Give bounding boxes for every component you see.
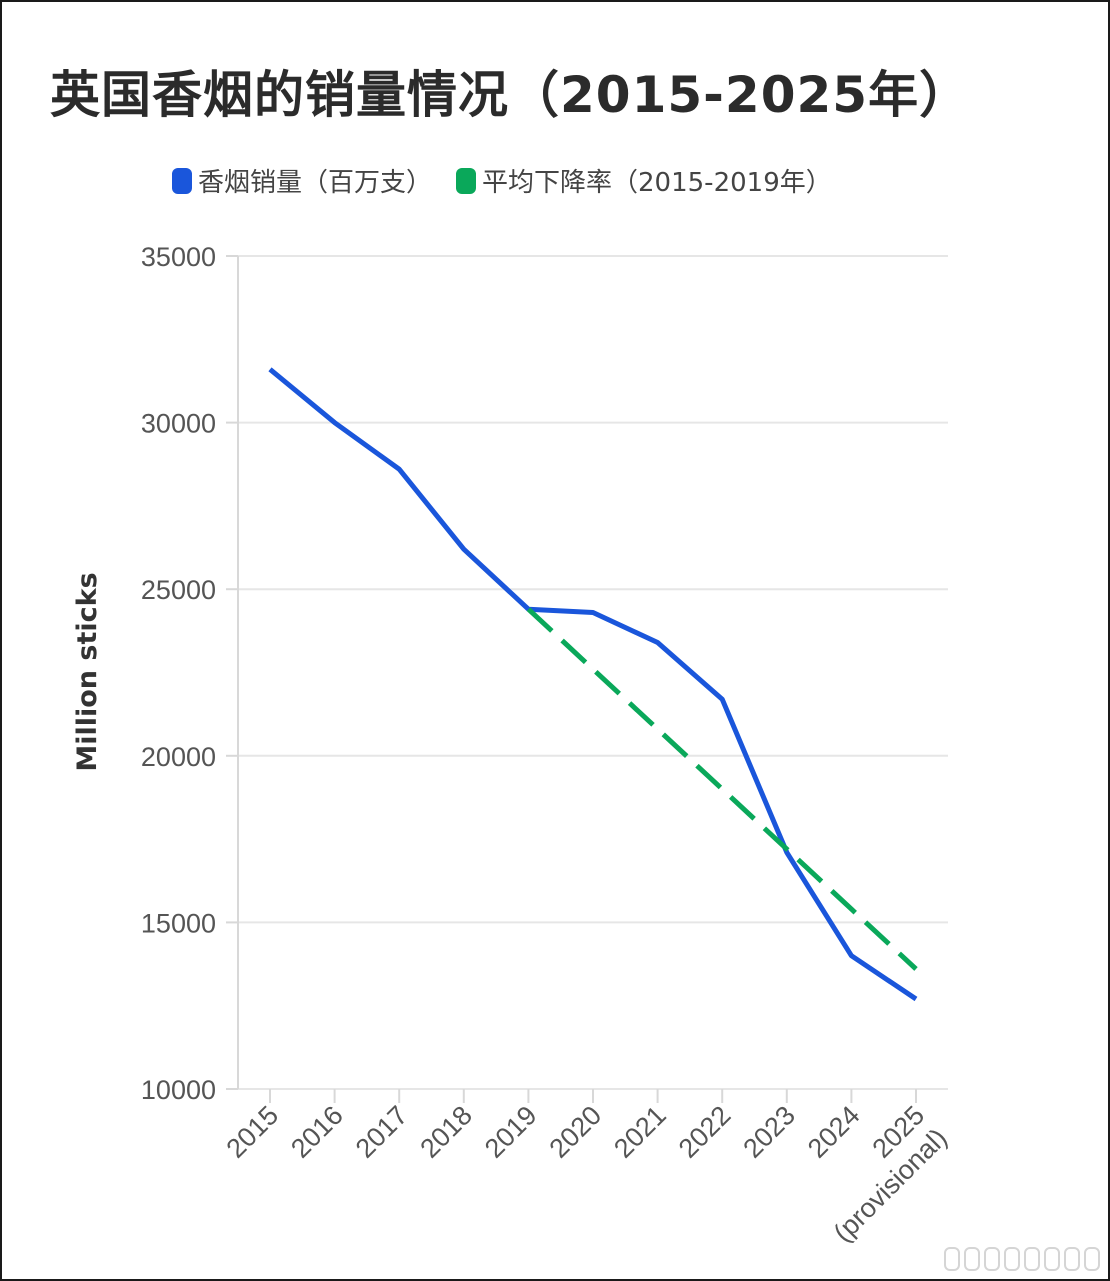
watermark-icon (944, 1247, 1100, 1271)
y-tick-label: 35000 (141, 242, 216, 272)
legend: 香烟销量（百万支） 平均下降率（2015-2019年） (172, 162, 832, 199)
legend-label-avg-decline: 平均下降率（2015-2019年） (482, 168, 832, 198)
x-tick-label: 2018 (414, 1100, 478, 1164)
legend-swatch-avg-decline (456, 167, 477, 194)
series-line-sales (268, 367, 918, 1002)
y-axis-title: Million sticks (72, 572, 103, 771)
legend-swatch-sales (172, 167, 192, 194)
chart-title: 英国香烟的销量情况（2015-2025年） (50, 66, 971, 124)
legend-item-avg-decline[interactable]: 平均下降率（2015-2019年） (456, 162, 832, 199)
x-tick-label: 2020 (544, 1100, 608, 1164)
x-tick-label: 2021 (608, 1100, 672, 1164)
x-tick-label: 2015 (221, 1100, 285, 1164)
x-tick-label: 2017 (350, 1100, 414, 1164)
legend-label-sales: 香烟销量（百万支） (198, 168, 433, 198)
y-tick-label: 15000 (141, 908, 216, 938)
axes (226, 255, 917, 1103)
y-tick-label: 30000 (141, 409, 216, 439)
x-tick-label: 2022 (673, 1100, 737, 1164)
x-tick-label: 2023 (737, 1100, 801, 1164)
series-lines (268, 367, 918, 1002)
x-tick-label: 2024 (802, 1100, 866, 1164)
legend-item-sales[interactable]: 香烟销量（百万支） (172, 162, 432, 199)
x-tick-label: 2016 (285, 1100, 349, 1164)
y-tick-label: 10000 (141, 1075, 216, 1105)
gridlines (238, 255, 948, 1090)
x-tick-label: 2019 (479, 1100, 543, 1164)
y-tick-label: 25000 (141, 575, 216, 605)
y-tick-label: 20000 (141, 742, 216, 772)
